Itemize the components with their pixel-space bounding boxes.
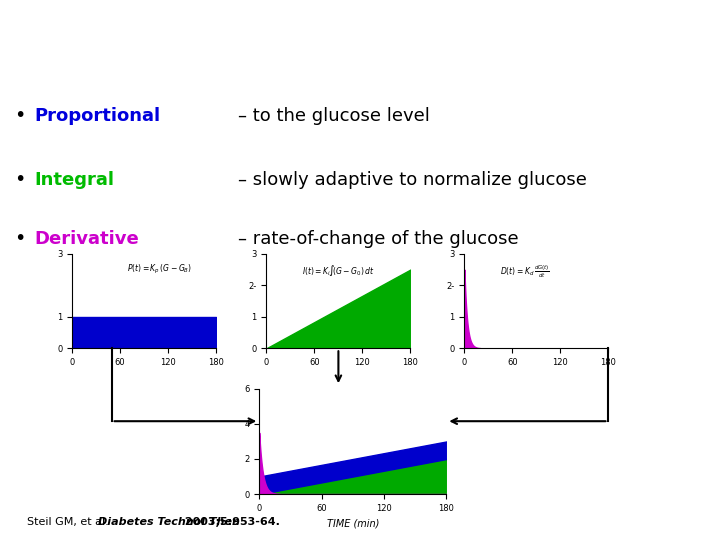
Text: Proportional: Proportional	[35, 106, 161, 125]
Text: •: •	[14, 106, 26, 125]
Text: Diabetes Technol Ther.: Diabetes Technol Ther.	[98, 517, 240, 527]
Text: – rate-of-change of the glucose: – rate-of-change of the glucose	[238, 230, 518, 248]
Text: PID algorithm components: PID algorithm components	[107, 26, 613, 59]
Text: Derivative: Derivative	[35, 230, 139, 248]
Text: – slowly adaptive to normalize glucose: – slowly adaptive to normalize glucose	[238, 171, 587, 188]
Text: •: •	[14, 170, 26, 189]
Text: – to the glucose level: – to the glucose level	[238, 106, 429, 125]
Text: Steil GM, et al.: Steil GM, et al.	[27, 517, 112, 527]
Text: $P(t) = K_p\,(G - G_B)$: $P(t) = K_p\,(G - G_B)$	[127, 263, 192, 276]
Text: 2003;5:953-64.: 2003;5:953-64.	[181, 517, 279, 527]
Text: •: •	[14, 230, 26, 248]
Text: $D(t) = K_d\,\frac{dG(t)}{dt}$: $D(t) = K_d\,\frac{dG(t)}{dt}$	[500, 263, 550, 280]
Text: Integral: Integral	[35, 171, 114, 188]
Text: $I(t) = K_i\!\int\!(G - G_0)\,dt$: $I(t) = K_i\!\int\!(G - G_0)\,dt$	[302, 263, 375, 278]
X-axis label: TIME (min): TIME (min)	[327, 518, 379, 528]
